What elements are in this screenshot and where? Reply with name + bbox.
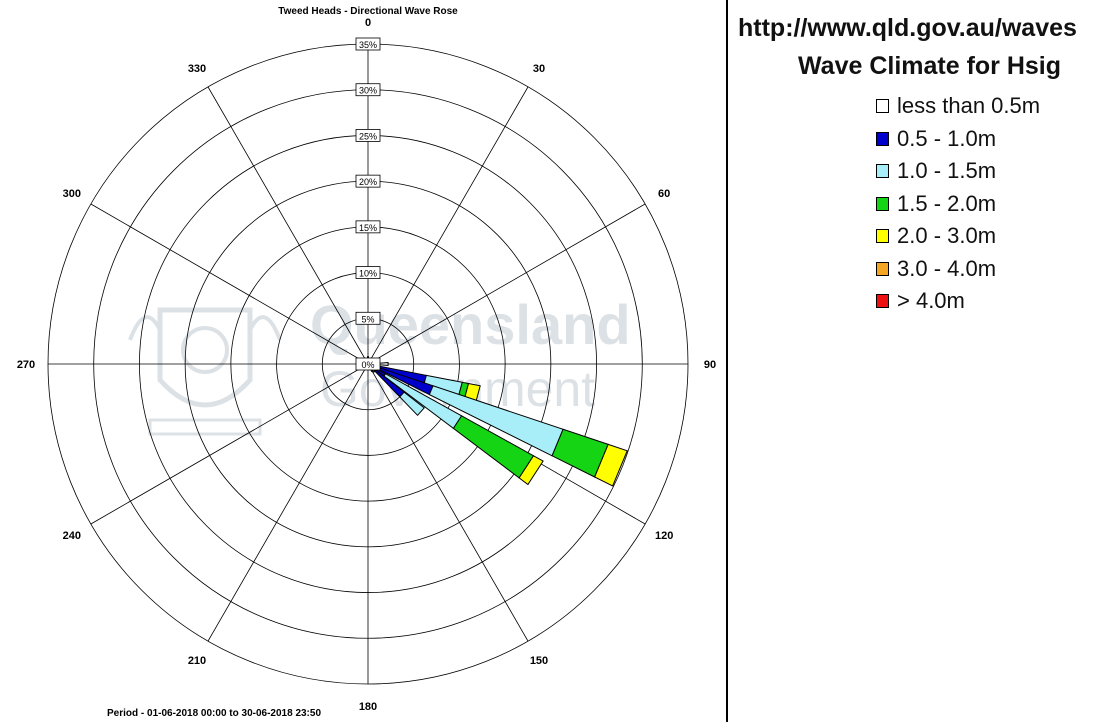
direction-label: 330 [188,63,206,75]
radial-label: 5% [361,314,374,324]
radial-label: 20% [359,177,377,187]
radial-label-box [355,266,381,279]
wave-rose-chart: Queensland Government Tweed Heads - Dire… [17,6,716,719]
legend-title: Wave Climate for Hsig [798,52,1062,80]
legend-swatch [876,294,889,309]
radial-label: 30% [359,86,377,96]
direction-label: 120 [655,530,673,542]
chart-title: Tweed Heads - Directional Wave Rose [278,6,458,17]
radial-spoke [367,203,646,365]
direction-label: 180 [359,701,377,713]
radial-label: 10% [359,269,377,279]
rose-svg: Tweed Heads - Directional Wave Rose Perio… [17,6,716,719]
radial-label-box [355,174,381,188]
radial-label: 15% [359,223,377,233]
radial-spoke [207,363,369,642]
direction-label: 30 [533,63,545,75]
legend-swatch [876,229,889,244]
legend-url-link[interactable]: http://www.qld.gov.au/waves [738,14,1077,42]
legend-label: 1.5 - 2.0m [897,190,997,216]
legend-item: 0.5 - 1.0m [876,123,1040,156]
legend-item: 3.0 - 4.0m [876,253,1040,286]
direction-label: 0 [365,17,371,29]
legend-label: less than 0.5m [897,93,1041,119]
direction-label: 300 [63,188,81,200]
legend-swatch [876,131,889,146]
legend-item: 1.0 - 1.5m [876,155,1040,188]
direction-label: 210 [188,655,206,667]
legend-swatch [876,261,889,276]
legend-label: 3.0 - 4.0m [897,255,997,281]
radial-spoke [207,86,369,365]
direction-label: 240 [63,530,81,542]
panel-divider [726,0,728,722]
rose-wedge [399,391,425,417]
legend-list: less than 0.5m 0.5 - 1.0m 1.0 - 1.5m 1.5… [876,90,1040,318]
legend-item: 2.0 - 3.0m [876,220,1040,253]
rose-wedge [518,455,544,486]
radial-spoke [90,203,369,365]
radial-label-box [355,83,381,97]
chart-footer: Period - 01-06-2018 00:00 to 30-06-2018 … [107,708,321,719]
radial-label-box [355,129,381,142]
legend-label: 1.0 - 1.5m [897,158,997,184]
direction-label: 150 [530,655,548,667]
radial-label: 35% [359,40,377,50]
legend-item: > 4.0m [876,285,1040,318]
legend-label: 2.0 - 3.0m [897,223,997,249]
radial-spoke [367,86,529,365]
radial-spoke [90,363,369,525]
legend-swatch [876,99,889,114]
radial-label-box [355,311,381,325]
radial-label-box [355,357,381,371]
radial-spoke [367,363,529,642]
legend-label: > 4.0m [897,288,965,314]
radial-label: 25% [359,131,377,141]
direction-label: 90 [704,359,716,371]
direction-label: 60 [658,188,670,200]
direction-label: 270 [17,359,35,371]
radial-label: 0% [361,360,374,370]
legend-swatch [876,196,889,211]
radial-label-box [355,37,381,51]
legend-item: less than 0.5m [876,90,1040,123]
legend-panel: http://www.qld.gov.au/waves Wave Climate… [728,0,1112,722]
legend-label: 0.5 - 1.0m [897,125,997,151]
legend-swatch [876,164,889,179]
radial-label-box [355,220,381,234]
rose-wedge [594,443,628,487]
legend-item: 1.5 - 2.0m [876,188,1040,221]
